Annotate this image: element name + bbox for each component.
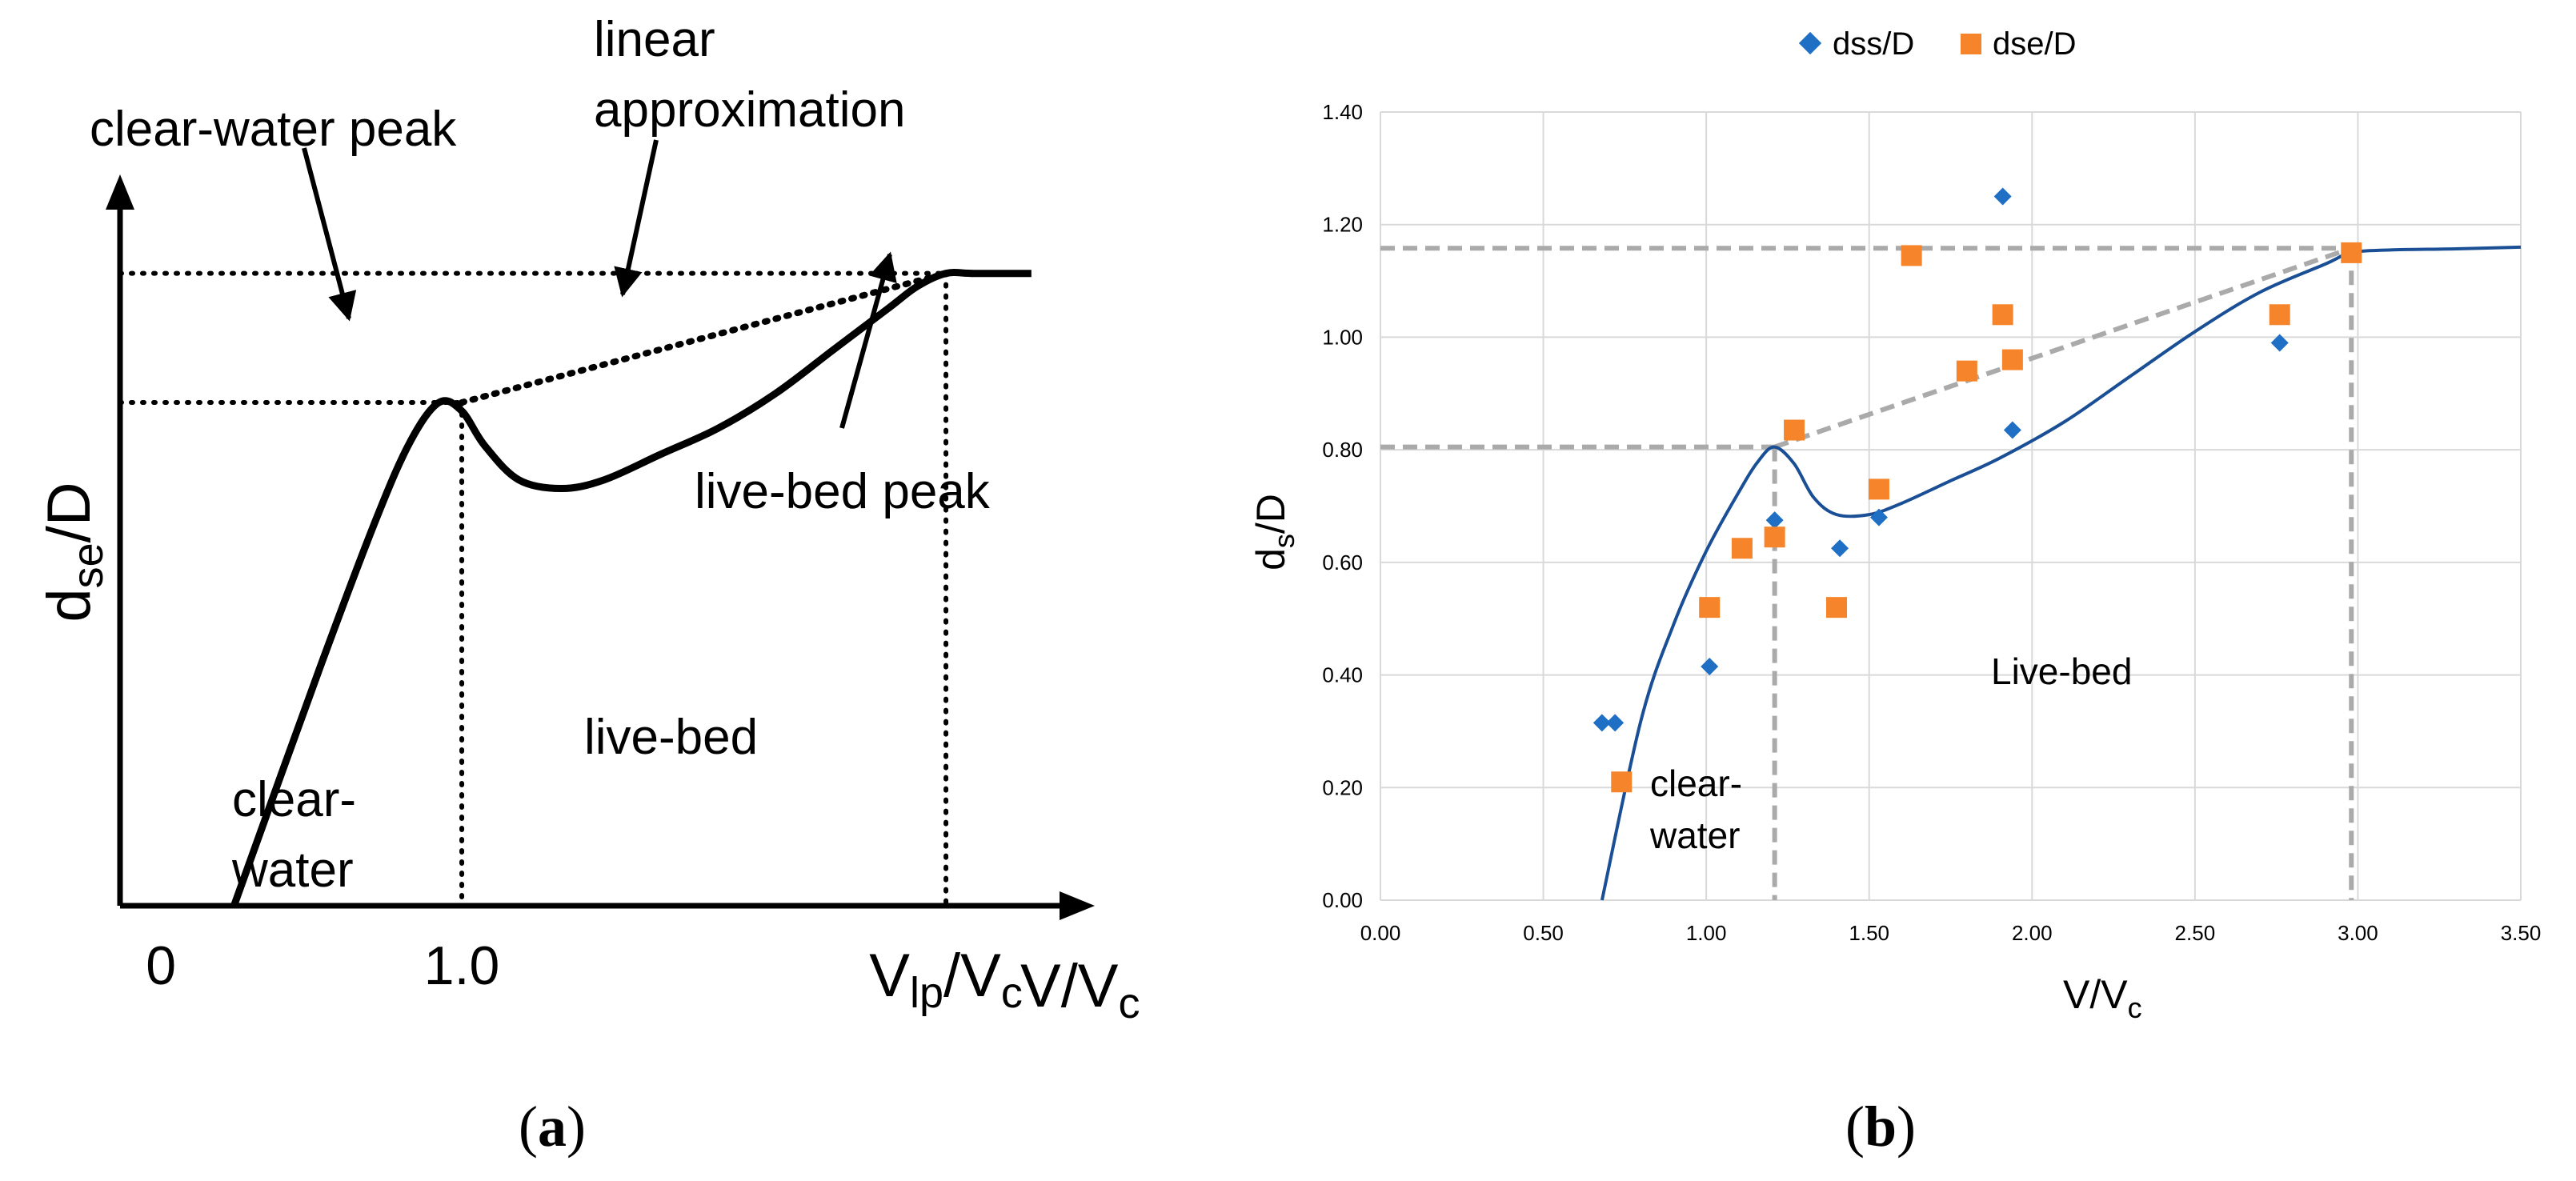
panel-b-fit-curve bbox=[1600, 245, 2522, 901]
panel-b-dss-point bbox=[1869, 508, 1888, 526]
panel-b-x-axis-label: V/Vc bbox=[2063, 972, 2142, 1024]
panel-b-y-tick-label: 1.00 bbox=[1322, 325, 1363, 349]
panel-b-dss-point bbox=[1993, 187, 2012, 206]
panel-a-clear-water-region-label-line1: clear- bbox=[232, 772, 356, 827]
panel-a-y-axis-arrow bbox=[106, 174, 134, 210]
caption-a: (a) bbox=[519, 1095, 586, 1159]
panel-b-x-tick-label: 1.50 bbox=[1849, 921, 1889, 945]
panel-b-dse-point bbox=[1901, 245, 1922, 266]
panel-a-linear-label-line1: linear bbox=[594, 12, 715, 67]
panel-b-y-tick-label: 0.20 bbox=[1322, 775, 1363, 799]
panel-a-x-axis-arrow bbox=[1060, 891, 1095, 920]
panel-a-clear-water-peak-arrow bbox=[302, 147, 357, 322]
panel-b-x-tick-label: 0.00 bbox=[1360, 921, 1401, 945]
panel-b-guide-linear-approximation bbox=[1773, 246, 2353, 450]
panel-b-dse-point bbox=[2001, 349, 2023, 370]
panel-a-live-bed-region-label: live-bed bbox=[584, 710, 758, 765]
panel-a-linear-approximation-line bbox=[459, 270, 950, 406]
panel-b-dse-point bbox=[1956, 360, 1977, 382]
panel-b-x-tick-label: 0.50 bbox=[1523, 921, 1564, 945]
panel-a-scour-curve bbox=[230, 269, 1032, 907]
panel-a-x-tick-0: 0 bbox=[146, 935, 176, 996]
panel-a-x-tick-vlp-vc: Vlp/Vc bbox=[869, 942, 1023, 1017]
panel-b-dse-point bbox=[1826, 597, 1847, 619]
panel-b-y-tick-label: 0.80 bbox=[1322, 438, 1363, 462]
panel-b-dse-point bbox=[1784, 419, 1805, 441]
panel-b-dse-point bbox=[1699, 597, 1721, 619]
panel-b-y-axis-label: ds/D bbox=[1248, 494, 1300, 570]
panel-a-clear-water-peak-label: clear-water peak bbox=[90, 102, 457, 157]
panel-b-dse-point bbox=[1611, 771, 1633, 793]
panel-a-clear-water-region-label-line2: water bbox=[231, 843, 354, 898]
panel-b-dss-point bbox=[1606, 714, 1625, 732]
panel-b-live-bed-label: Live-bed bbox=[1991, 651, 2132, 692]
panel-b-dss-point bbox=[1592, 714, 1611, 732]
panel-b-dss-point bbox=[1765, 511, 1784, 530]
panel-b-dss-point bbox=[2003, 421, 2021, 439]
panel-b-clear-water-label-line1: clear- bbox=[1650, 763, 1742, 804]
panel-b-dss-point bbox=[2270, 334, 2289, 352]
panel-b-dse-point bbox=[1731, 538, 1753, 559]
panel-b-dse-point bbox=[1868, 478, 1889, 500]
panel-b-x-tick-label: 2.50 bbox=[2175, 921, 2216, 945]
legend-dse-marker bbox=[1961, 34, 1981, 54]
panel-b-dss-point bbox=[1831, 539, 1849, 558]
panel-a-x-tick-1: 1.0 bbox=[424, 935, 500, 996]
panel-b-dse-point bbox=[1992, 304, 2013, 326]
panel-a-live-bed-peak-label: live-bed peak bbox=[695, 464, 991, 519]
panel-b-x-tick-label: 2.00 bbox=[2012, 921, 2053, 945]
panel-b-clear-water-label-line2: water bbox=[1649, 815, 1740, 856]
legend-dss-marker bbox=[1798, 31, 1822, 55]
panel-b-tick-labels: 0.00 0.50 1.00 1.50 2.00 2.50 3.00 3.50 0.00 0.20… bbox=[1322, 100, 2541, 945]
panel-b-dse-point bbox=[2269, 304, 2290, 326]
panel-b-x-tick-label: 3.50 bbox=[2501, 921, 2542, 945]
legend-dss-label: dss/D bbox=[1833, 26, 1914, 62]
panel-b-legend: dss/D dse/D bbox=[1798, 26, 2077, 62]
panel-b-guide-lines bbox=[1380, 246, 2354, 900]
legend-dse-label: dse/D bbox=[1993, 26, 2077, 62]
panel-b-chart: 0.00 0.50 1.00 1.50 2.00 2.50 3.00 3.50 0.00 0.20… bbox=[1248, 26, 2541, 1024]
panel-a-live-bed-peak-arrow bbox=[839, 251, 897, 429]
panel-b-y-tick-label: 0.40 bbox=[1322, 663, 1363, 687]
caption-b: (b) bbox=[1845, 1095, 1916, 1159]
panel-b-y-tick-label: 0.60 bbox=[1322, 550, 1363, 574]
panel-b-series-dss bbox=[1592, 187, 2289, 732]
panel-a-chart: clear-water peak linear approximation li… bbox=[35, 12, 1140, 1027]
panel-b-series-dse bbox=[1611, 242, 2362, 793]
panel-b-y-tick-label: 1.40 bbox=[1322, 100, 1363, 124]
panel-b-x-tick-label: 1.00 bbox=[1686, 921, 1727, 945]
panel-b-y-tick-label: 1.20 bbox=[1322, 213, 1363, 237]
panel-b-dss-point bbox=[1701, 658, 1719, 676]
panel-a-linear-approximation-arrow bbox=[614, 139, 659, 298]
panel-b-y-tick-label: 0.00 bbox=[1322, 888, 1363, 912]
panel-a-y-axis-label: dse/D bbox=[35, 482, 112, 622]
panel-b-x-tick-label: 3.00 bbox=[2338, 921, 2378, 945]
panel-a-x-axis-label: V/Vc bbox=[1020, 952, 1140, 1027]
panel-b-dse-point bbox=[2341, 242, 2362, 263]
panel-b-gridlines bbox=[1380, 111, 2522, 901]
panel-b-dse-point bbox=[1764, 526, 1785, 548]
panel-a-linear-label-line2: approximation bbox=[594, 82, 905, 138]
